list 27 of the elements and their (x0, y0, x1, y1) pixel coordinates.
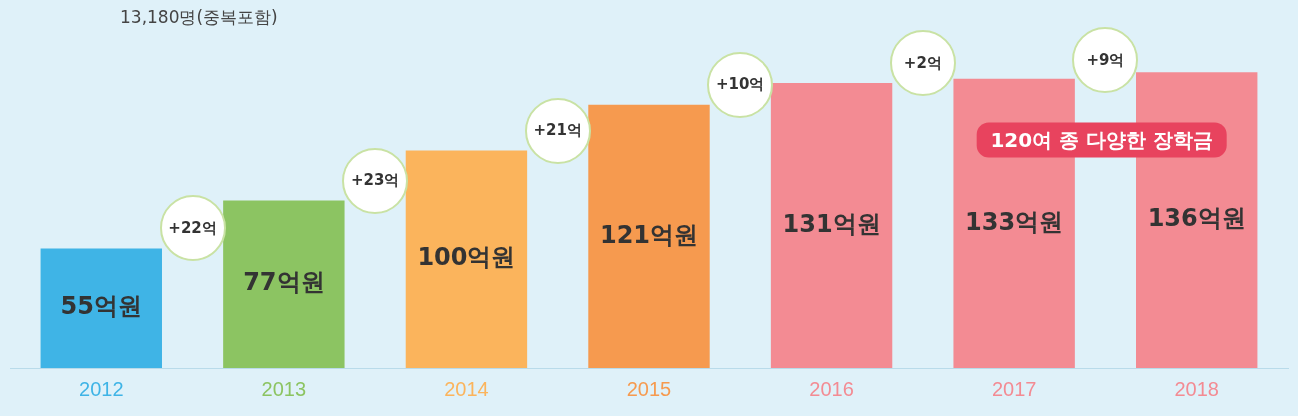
data-label: 77억원 (243, 268, 325, 297)
pin-marker: +2억 (889, 30, 956, 97)
x-tick-label: 2012 (79, 377, 124, 400)
bar (40, 248, 162, 368)
pin-marker: +23억 (342, 147, 409, 214)
bar (223, 200, 345, 368)
x-tick-label: 2018 (1174, 377, 1219, 400)
pin-marker: +10억 (707, 51, 774, 118)
data-label: 133억원 (965, 207, 1064, 236)
x-tick-label: 2017 (991, 377, 1037, 400)
pin-marker: +22억 (159, 195, 226, 262)
pin-marker: +9억 (1072, 27, 1139, 93)
bar (405, 150, 528, 368)
text: 13,180명(중복포함) (120, 6, 278, 29)
data-label: 55억원 (60, 292, 142, 321)
bar (588, 104, 710, 368)
bar (770, 83, 893, 368)
data-label: 136억원 (1147, 204, 1246, 233)
x-tick-label: 2014 (444, 377, 489, 400)
x-tick-label: 2013 (261, 377, 307, 400)
data-label: 121억원 (599, 220, 699, 249)
x-tick-label: 2016 (809, 377, 854, 400)
data-label: 131억원 (782, 209, 881, 238)
data-label: 100억원 (417, 243, 516, 272)
x-tick-label: 2015 (626, 377, 672, 400)
pin-marker: +21억 (524, 97, 591, 164)
annotation: 120여 종 다양한 장학금 (976, 122, 1228, 158)
